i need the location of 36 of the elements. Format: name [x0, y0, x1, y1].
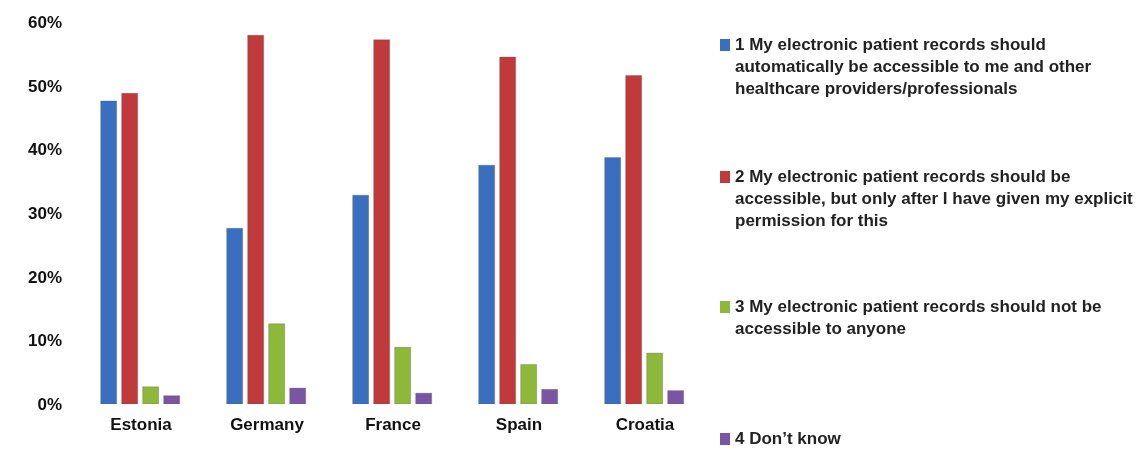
legend-label: 3 My electronic patient records should not be accessible to anyone	[735, 296, 1103, 340]
y-tick-label: 40%	[27, 140, 62, 160]
bar	[121, 92, 139, 404]
bar	[604, 157, 622, 404]
x-tick-label: Germany	[230, 415, 305, 435]
bar	[541, 388, 559, 404]
bar	[100, 100, 118, 404]
bar	[394, 346, 412, 404]
y-tick-label: 50%	[27, 76, 62, 96]
bar	[226, 227, 244, 404]
bar	[478, 164, 496, 404]
bar	[163, 395, 181, 404]
x-tick-label: Spain	[495, 415, 543, 435]
bar	[142, 386, 160, 404]
bar	[667, 390, 685, 404]
bar	[289, 387, 307, 404]
x-tick-label: Estonia	[110, 415, 173, 435]
bar	[268, 323, 286, 404]
bar	[352, 194, 370, 404]
y-tick-label: 30%	[27, 204, 62, 224]
y-tick-label: 60%	[27, 13, 62, 33]
bar	[415, 392, 433, 404]
bar	[646, 352, 664, 404]
bar	[373, 39, 391, 404]
legend-label: 4 Don’t know	[735, 428, 841, 450]
y-tick-label: 20%	[27, 267, 62, 287]
x-tick-label: Croatia	[615, 415, 675, 435]
x-tick-label: France	[365, 415, 421, 435]
bar	[625, 74, 643, 404]
bar	[499, 56, 517, 404]
legend-label: 2 My electronic patient records should be accessible, but only after I have given my explicit permission for this	[735, 166, 1134, 232]
bar	[520, 364, 538, 404]
bar	[247, 34, 265, 404]
y-tick-label: 0%	[37, 395, 62, 415]
legend-label: 1 My electronic patient records should automatically be accessible to me and other healthcare providers/professionals	[735, 34, 1093, 100]
y-tick-label: 10%	[27, 331, 62, 351]
